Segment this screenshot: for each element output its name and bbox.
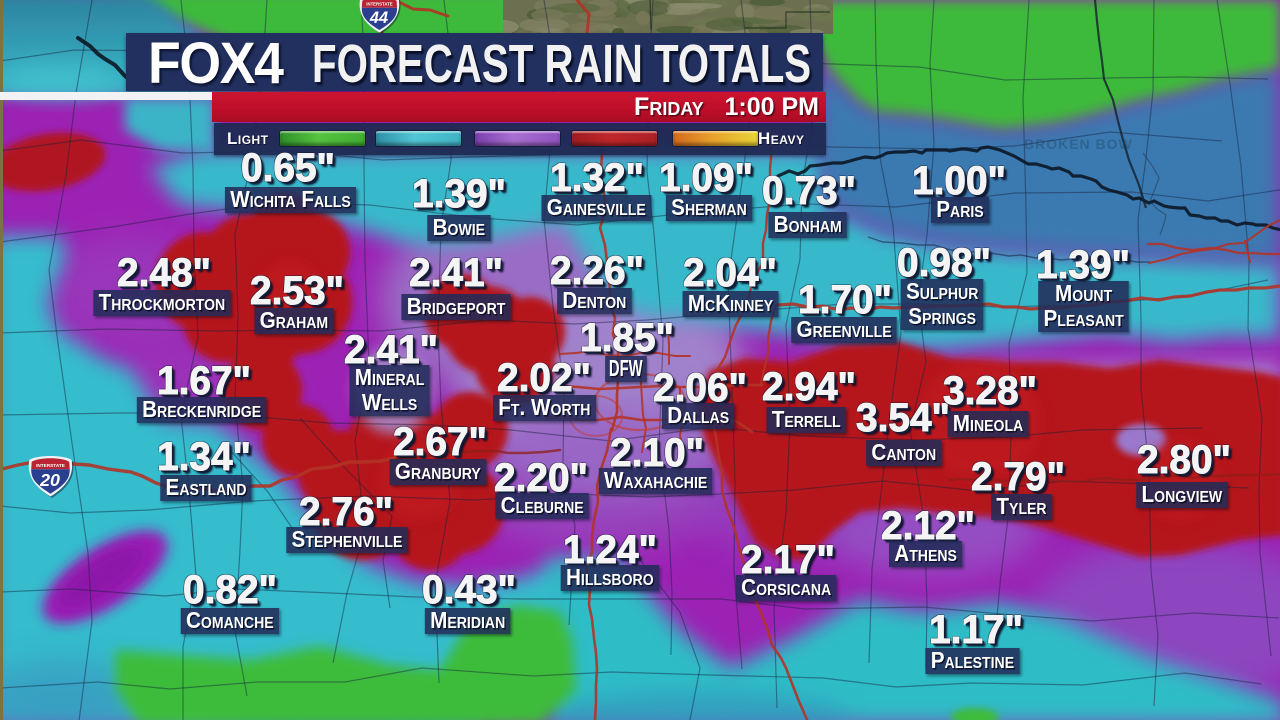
svg-text:INTERSTATE: INTERSTATE bbox=[366, 2, 392, 7]
svg-text:44: 44 bbox=[369, 9, 388, 27]
svg-text:20: 20 bbox=[39, 470, 60, 490]
svg-text:INTERSTATE: INTERSTATE bbox=[36, 463, 65, 468]
svg-text:BROKEN BOW: BROKEN BOW bbox=[1024, 136, 1133, 152]
